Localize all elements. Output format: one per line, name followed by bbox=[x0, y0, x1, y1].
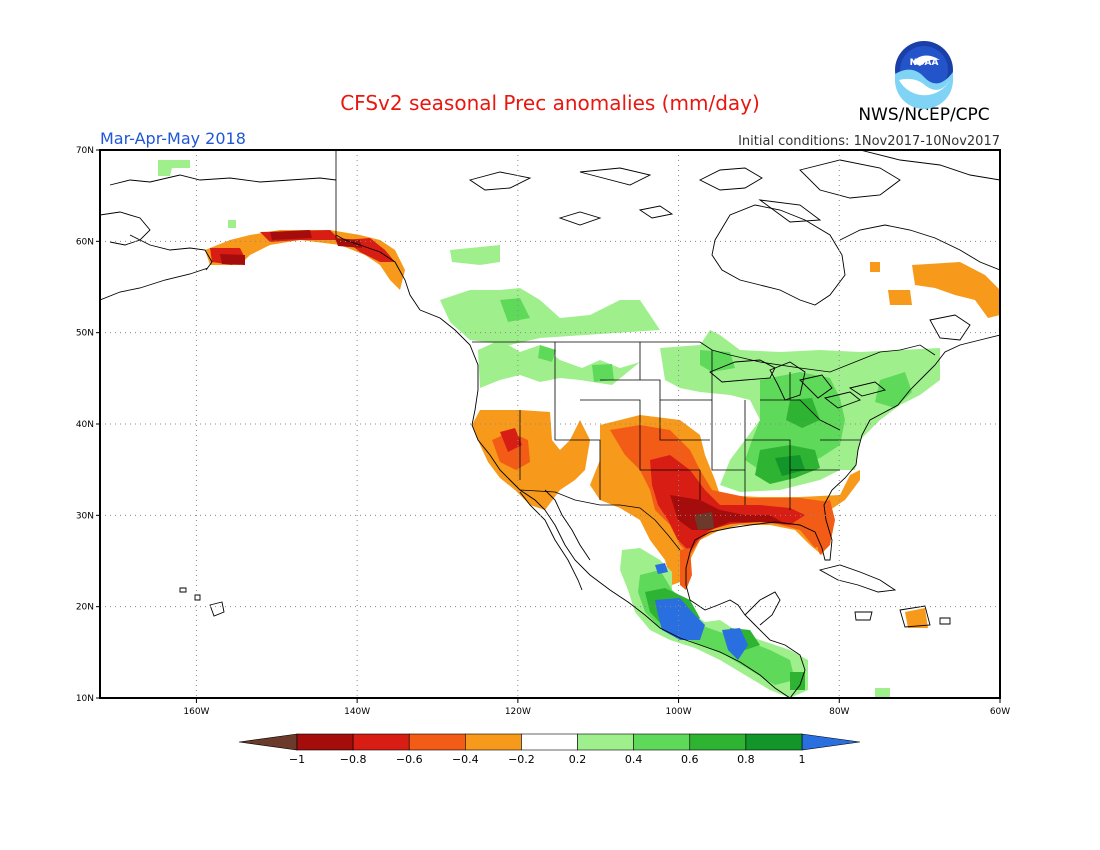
colorbar-label: 1 bbox=[799, 753, 806, 766]
colorbar-label: 0.6 bbox=[681, 753, 699, 766]
noaa-logo-text: NOAA bbox=[910, 58, 939, 68]
anomaly-tennessee-core bbox=[755, 398, 820, 484]
coastlines bbox=[100, 150, 1000, 698]
colorbar-swatch bbox=[521, 733, 578, 751]
colorbar-label: −1 bbox=[289, 753, 305, 766]
lat-tick-label: 40N bbox=[76, 420, 94, 430]
colorbar-swatch bbox=[577, 733, 634, 751]
lon-tick-label: 120W bbox=[505, 707, 531, 717]
political-borders bbox=[335, 150, 936, 551]
lon-tick-label: 100W bbox=[666, 707, 692, 717]
colorbar-swatch bbox=[689, 733, 747, 751]
anomaly-gulf-coast-core bbox=[650, 455, 805, 552]
lon-tick-label: 160W bbox=[183, 707, 209, 717]
anomaly-western-canada-core bbox=[500, 298, 614, 382]
anomaly-labrador bbox=[870, 262, 1000, 318]
lon-tick-label: 140W bbox=[344, 707, 370, 717]
colorbar-label: 0.2 bbox=[569, 753, 587, 766]
anomaly-north-alaska bbox=[158, 160, 236, 228]
colorbar-label: −0.6 bbox=[396, 753, 423, 766]
agency-label: NWS/NCEP/CPC bbox=[858, 105, 989, 125]
colorbar-swatch bbox=[296, 733, 354, 751]
colorbar-label: −0.2 bbox=[508, 753, 535, 766]
colorbar-swatch bbox=[745, 733, 803, 751]
anomaly-southern-alaska-core bbox=[220, 230, 362, 265]
colorbar-high-arrow bbox=[801, 733, 861, 751]
lat-tick-label: 10N bbox=[76, 694, 94, 704]
colorbar-swatch bbox=[465, 733, 522, 751]
lon-tick-label: 80W bbox=[829, 707, 849, 717]
colorbar-swatch bbox=[408, 733, 466, 751]
lat-tick-label: 30N bbox=[76, 511, 94, 521]
map-title: CFSv2 seasonal Prec anomalies (mm/day) bbox=[340, 91, 760, 115]
anomaly-layer bbox=[158, 160, 1000, 698]
gridlines bbox=[100, 150, 1000, 698]
colorbar-label: 0.4 bbox=[625, 753, 643, 766]
anomaly-california-core bbox=[500, 428, 522, 452]
colorbar-label: −0.8 bbox=[340, 753, 367, 766]
lat-tick-label: 70N bbox=[76, 146, 94, 156]
colorbar-swatch bbox=[352, 733, 410, 751]
noaa-logo: NOAA bbox=[895, 41, 953, 109]
colorbar-swatch bbox=[633, 733, 691, 751]
colorbar-label: 0.8 bbox=[737, 753, 755, 766]
colorbar: −1 −0.8 −0.6 −0.4 −0.2 0.2 0.4 0.6 0.8 1 bbox=[238, 733, 861, 766]
anomaly-western-canada bbox=[440, 245, 660, 388]
forecast-period: Mar-Apr-May 2018 bbox=[100, 129, 246, 148]
anomaly-hispaniola bbox=[905, 608, 928, 628]
anomaly-florida-dry bbox=[680, 500, 835, 590]
colorbar-low-arrow bbox=[238, 733, 298, 751]
initial-conditions: Initial conditions: 1Nov2017-10Nov2017 bbox=[738, 134, 1000, 149]
lat-tick-label: 20N bbox=[76, 603, 94, 613]
lon-tick-label: 60W bbox=[990, 707, 1010, 717]
lat-tick-label: 60N bbox=[76, 237, 94, 247]
axis-ticks: 160W 140W 120W 100W 80W 60W 10N 20N 30N 40N 50N 60N… bbox=[76, 146, 1010, 717]
colorbar-label: −0.4 bbox=[452, 753, 479, 766]
anomaly-gulf-coast-extreme bbox=[694, 512, 714, 530]
lat-tick-label: 50N bbox=[76, 329, 94, 339]
